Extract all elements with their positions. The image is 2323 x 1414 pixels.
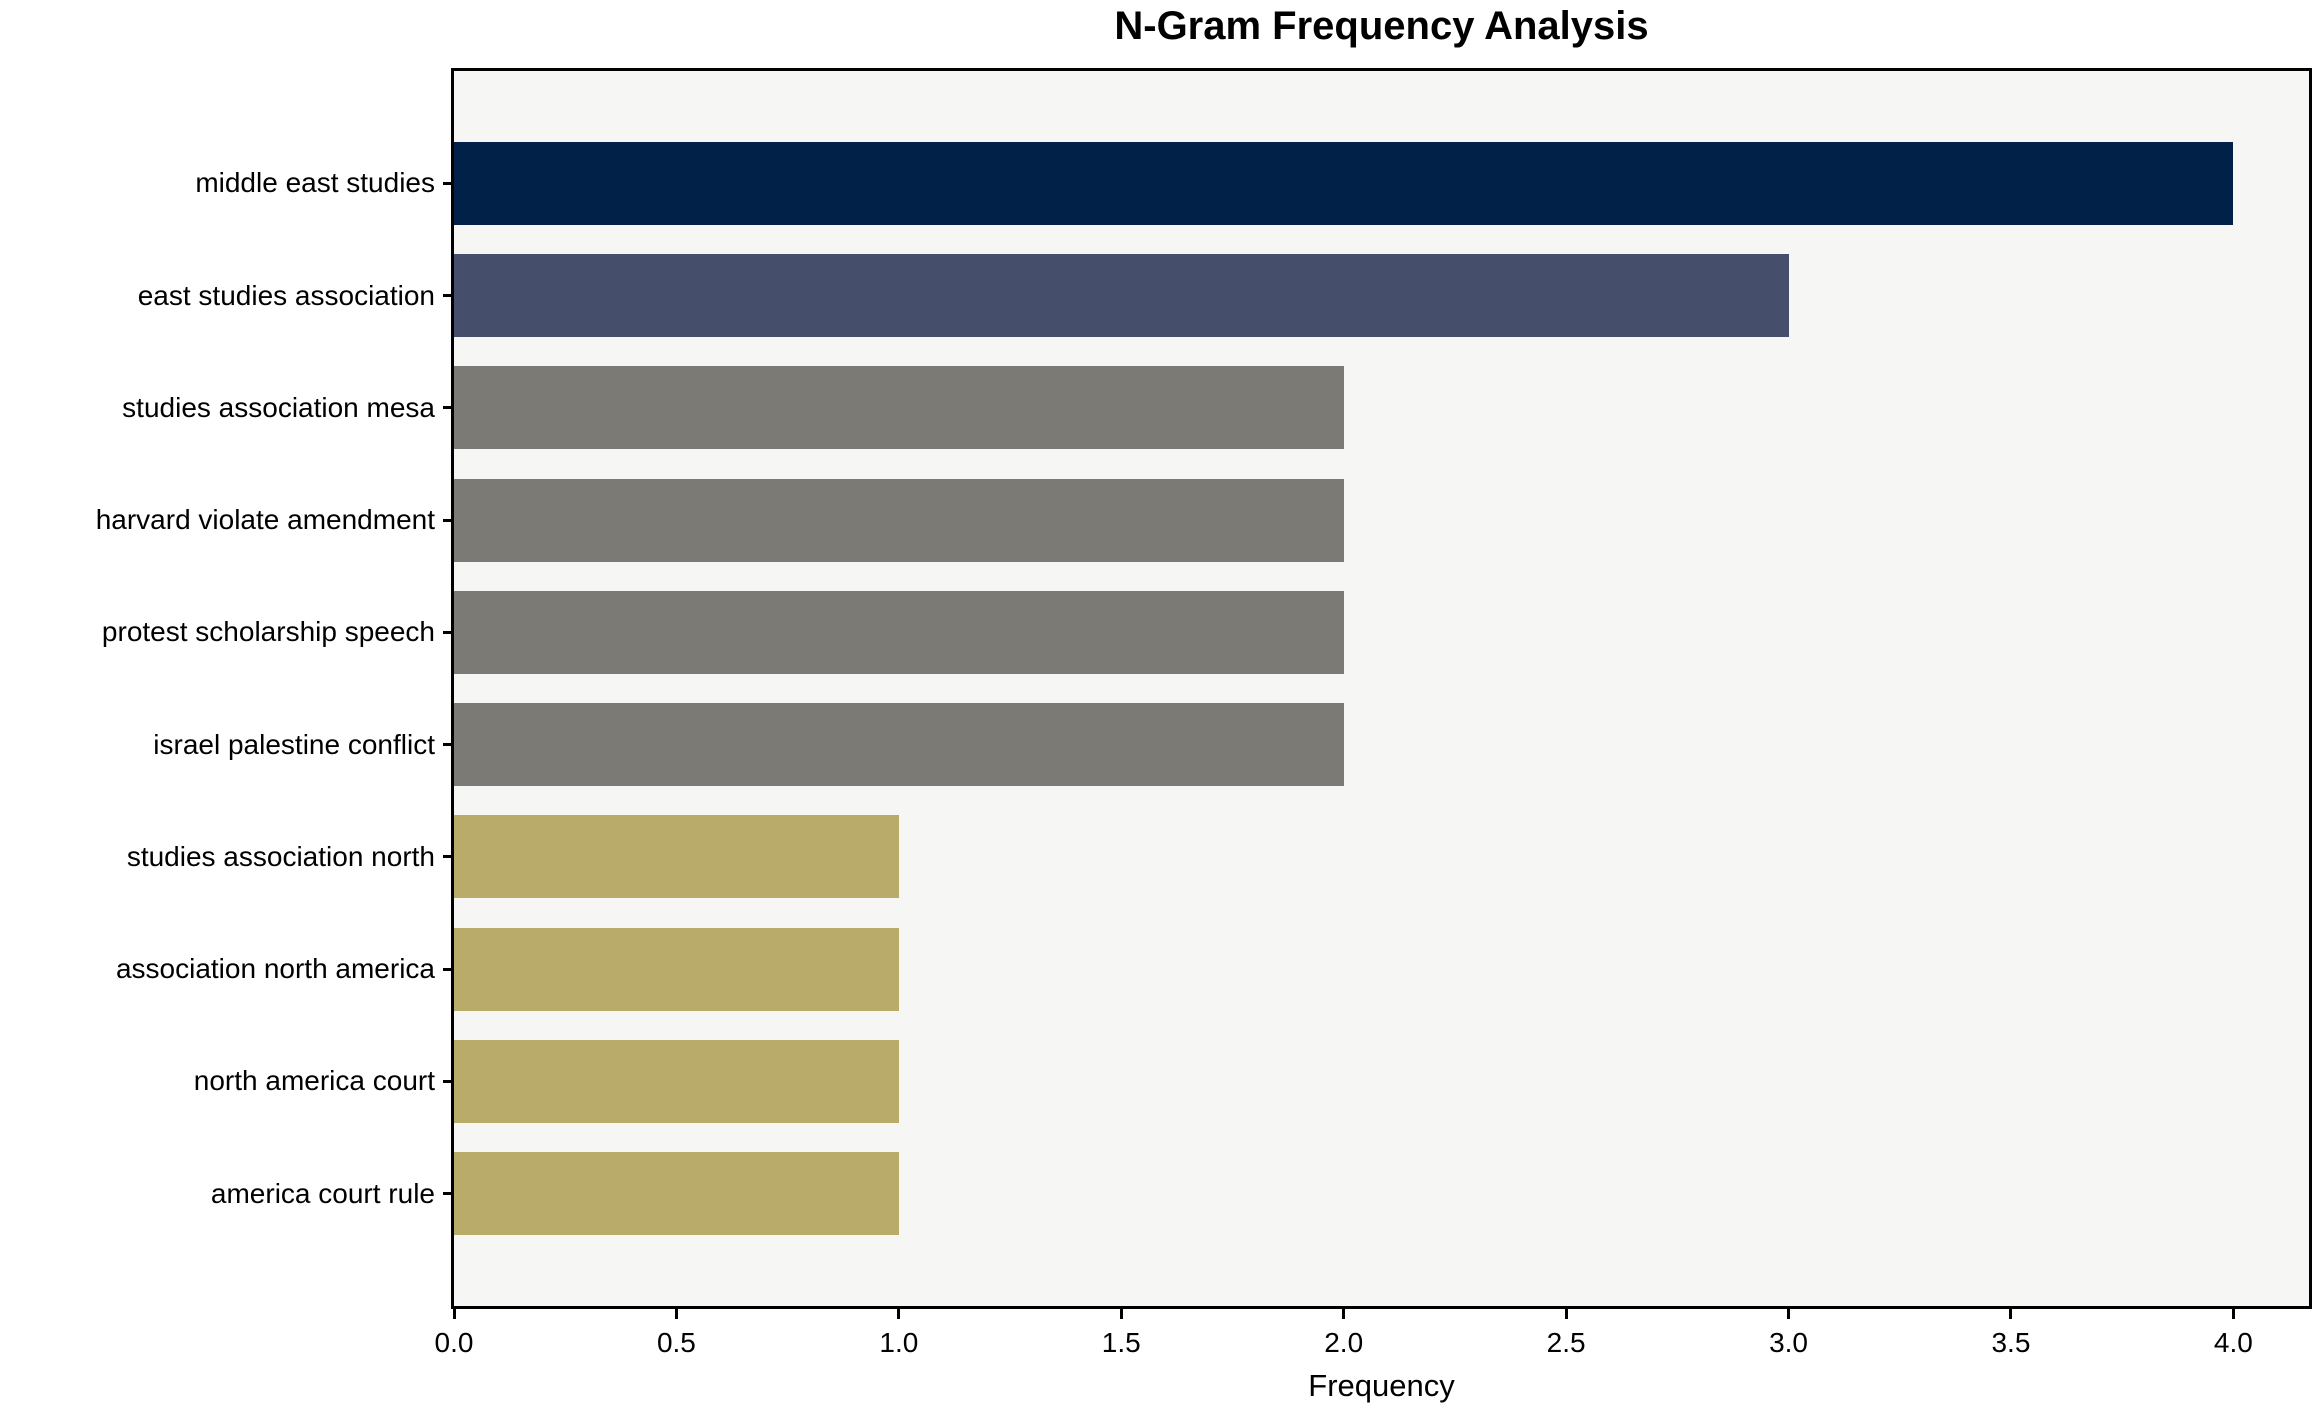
y-tick [443, 518, 451, 522]
y-tick [443, 1192, 451, 1196]
bar [454, 590, 1344, 674]
x-tick-label: 2.5 [1546, 1327, 1586, 1358]
y-tick-label: america court rule [210, 1177, 435, 1209]
y-tick [443, 855, 451, 859]
bar [454, 703, 1344, 787]
x-tick [1342, 1309, 1346, 1319]
bar [454, 1039, 899, 1123]
y-tick-label: association north america [115, 953, 435, 985]
x-tick-label: 3.0 [1769, 1327, 1808, 1358]
x-tick [674, 1309, 678, 1319]
y-tick-label: studies association north [126, 840, 435, 872]
bar [454, 1152, 899, 1236]
y-tick [443, 743, 451, 747]
chart-title: N-Gram Frequency Analysis [1114, 4, 1649, 48]
y-tick [443, 967, 451, 971]
bar [454, 141, 2234, 225]
x-tick [2231, 1309, 2235, 1319]
y-tick [443, 406, 451, 410]
plot-area [451, 68, 2312, 1309]
y-tick-label: studies association mesa [122, 391, 435, 423]
y-tick-label: protest scholarship speech [101, 616, 435, 648]
x-tick-label: 2.0 [1324, 1327, 1364, 1358]
y-tick [443, 294, 451, 298]
y-tick-label: harvard violate amendment [95, 504, 435, 536]
x-tick-label: 1.5 [1101, 1327, 1141, 1358]
y-tick-label: middle east studies [195, 167, 435, 199]
y-tick [443, 1079, 451, 1083]
x-tick [1119, 1309, 1123, 1319]
bar [454, 927, 899, 1011]
bar [454, 478, 1344, 562]
bar [454, 366, 1344, 450]
bar [454, 254, 1789, 338]
y-tick-label: north america court [193, 1065, 435, 1097]
y-tick-label: israel palestine conflict [153, 728, 435, 760]
x-tick [2009, 1309, 2013, 1319]
x-axis-label: Frequency [1308, 1368, 1455, 1403]
x-tick-label: 0.0 [434, 1327, 474, 1358]
x-tick [1564, 1309, 1568, 1319]
y-tick-label: east studies association [137, 279, 435, 311]
x-tick [1787, 1309, 1791, 1319]
y-tick [443, 630, 451, 634]
y-tick [443, 181, 451, 185]
bar [454, 815, 899, 899]
x-tick-label: 0.5 [656, 1327, 696, 1358]
x-tick-label: 4.0 [2213, 1327, 2253, 1358]
x-tick-label: 1.0 [879, 1327, 919, 1358]
x-tick [897, 1309, 901, 1319]
x-tick-label: 3.5 [1991, 1327, 2031, 1358]
x-tick [452, 1309, 456, 1319]
